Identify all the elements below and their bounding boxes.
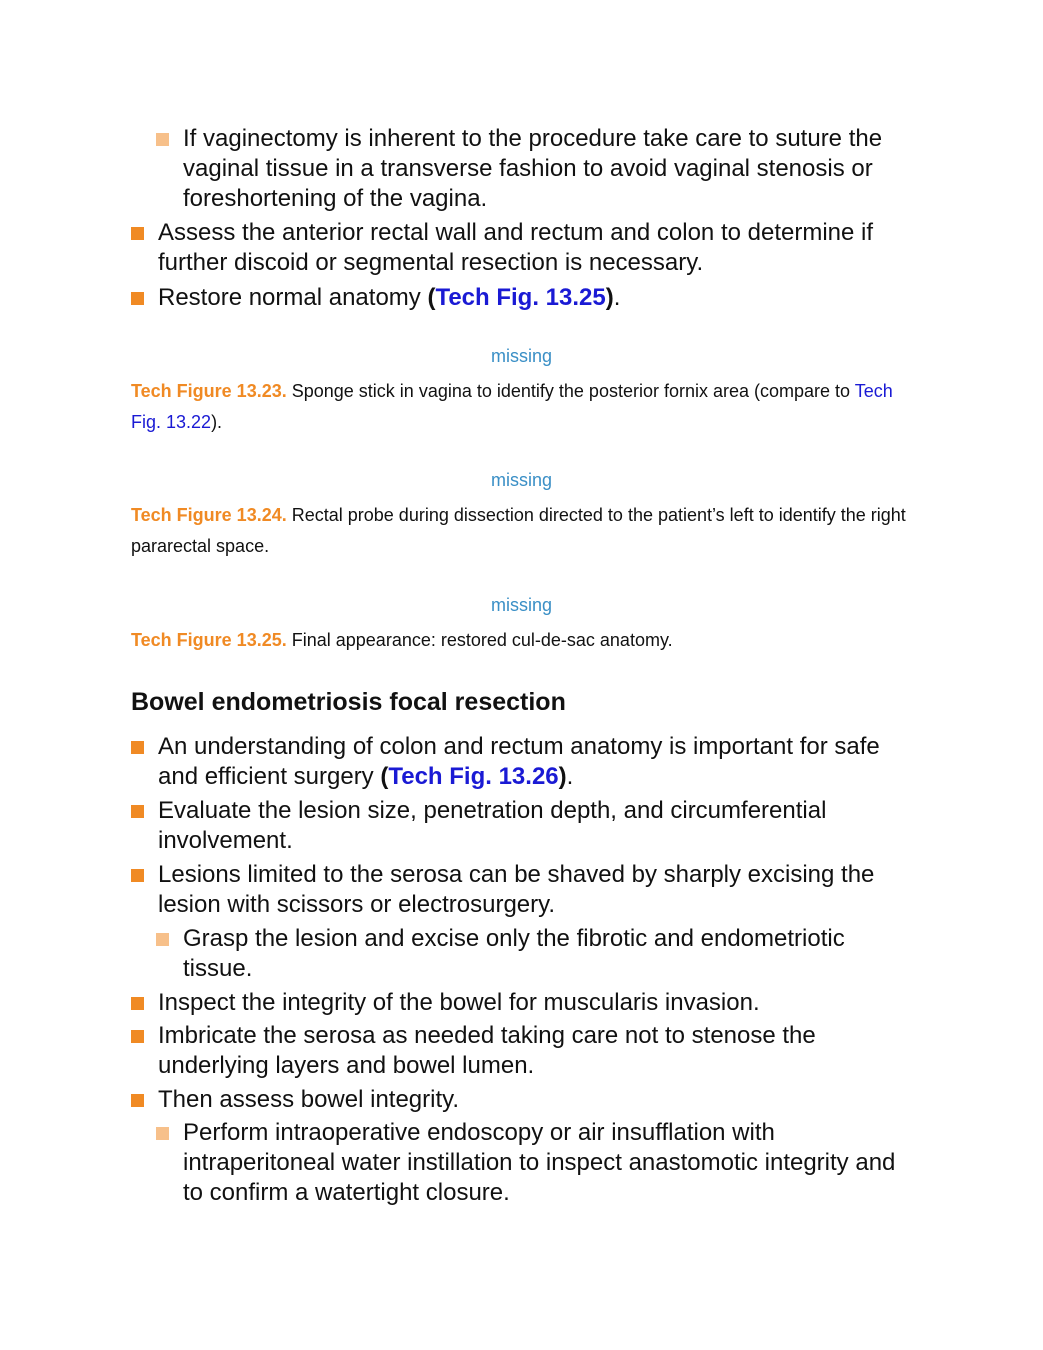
list-item-text: Lesions limited to the serosa can be sha… xyxy=(158,861,875,918)
list-item: Grasp the lesion and excise only the fib… xyxy=(156,924,903,984)
square-bullet-icon xyxy=(156,133,169,146)
list-item-text: An understanding of colon and rectum ana… xyxy=(158,733,880,790)
list-item: Imbricate the serosa as needed taking ca… xyxy=(131,1021,878,1081)
figure-label: Tech Figure 13.24. xyxy=(131,505,287,525)
list-item-text: Perform intraoperative endoscopy or air … xyxy=(183,1119,896,1206)
list-item: If vaginectomy is inherent to the proced… xyxy=(156,124,903,214)
figure-caption: Tech Figure 13.23. Sponge stick in vagin… xyxy=(131,381,893,432)
square-bullet-icon xyxy=(131,741,144,754)
list-item: Evaluate the lesion size, penetration de… xyxy=(131,796,898,856)
figure-reference-link[interactable]: Tech Fig. 13.25 xyxy=(435,284,606,311)
list-item: Perform intraoperative endoscopy or air … xyxy=(156,1118,903,1208)
list-item: An understanding of colon and rectum ana… xyxy=(131,732,898,792)
list-item: Lesions limited to the serosa can be sha… xyxy=(131,860,898,920)
list-item-text: Restore normal anatomy xyxy=(158,284,428,311)
square-bullet-icon xyxy=(131,1094,144,1107)
list-item: Restore normal anatomy (Tech Fig. 13.25)… xyxy=(131,283,918,313)
figure-label: Tech Figure 13.23. xyxy=(131,381,287,401)
list-item-text: Inspect the integrity of the bowel for m… xyxy=(158,989,760,1016)
list-item-text: If vaginectomy is inherent to the proced… xyxy=(183,125,883,212)
list-item: Then assess bowel integrity. xyxy=(131,1085,918,1115)
list-item-text: Evaluate the lesion size, penetration de… xyxy=(158,797,827,854)
figure-caption: Tech Figure 13.25. Final appearance: res… xyxy=(131,630,673,650)
square-bullet-icon xyxy=(131,227,144,240)
square-bullet-icon xyxy=(131,869,144,882)
list-item-text: Assess the anterior rectal wall and rect… xyxy=(158,219,874,276)
figure-image-placeholder: missing xyxy=(490,595,552,615)
figure-image-placeholder: missing xyxy=(490,470,552,490)
section-heading: Bowel endometriosis focal resection xyxy=(131,688,566,716)
figure-image-placeholder: missing xyxy=(490,346,552,366)
list-item-text: Imbricate the serosa as needed taking ca… xyxy=(158,1022,816,1079)
figure-label: Tech Figure 13.25. xyxy=(131,630,287,650)
square-bullet-icon xyxy=(131,292,144,305)
list-item-text: Then assess bowel integrity. xyxy=(158,1086,460,1113)
figure-caption: Tech Figure 13.24. Rectal probe during d… xyxy=(131,505,906,556)
square-bullet-icon xyxy=(156,1127,169,1140)
square-bullet-icon xyxy=(131,1030,144,1043)
square-bullet-icon xyxy=(131,997,144,1010)
square-bullet-icon xyxy=(156,933,169,946)
list-item-text: Grasp the lesion and excise only the fib… xyxy=(183,925,845,982)
figure-reference-link[interactable]: Tech Fig. 13.26 xyxy=(388,763,559,790)
list-item: Inspect the integrity of the bowel for m… xyxy=(131,988,918,1018)
figure-reference-link[interactable]: Tech Fig. 13.22 xyxy=(131,381,893,432)
square-bullet-icon xyxy=(131,805,144,818)
list-item: Assess the anterior rectal wall and rect… xyxy=(131,218,918,278)
